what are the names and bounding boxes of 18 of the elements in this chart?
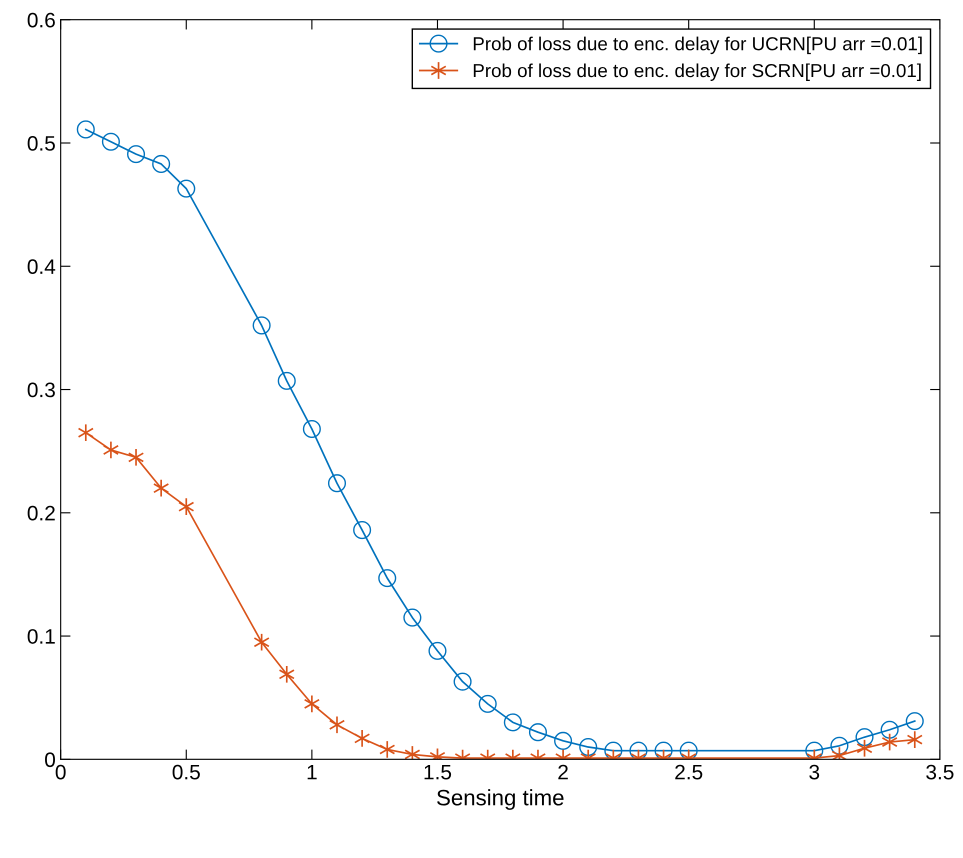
x-tick-label: 2.5 (675, 764, 702, 780)
x-tick-label: 2 (558, 764, 568, 780)
y-tick-label: 0.5 (28, 136, 55, 151)
x-axis-title: Sensing time (437, 789, 564, 810)
legend-label: Prob of loss due to enc. delay for SCRN[PU arr =0.01] (474, 63, 921, 81)
y-tick-label: 0 (45, 752, 55, 768)
x-tick-label: 1.5 (424, 764, 452, 780)
y-tick-label: 0.4 (28, 259, 56, 274)
x-tick-label: 0.5 (172, 764, 200, 780)
y-tick-label: 0.6 (28, 12, 55, 28)
y-tick-label: 0.1 (28, 629, 55, 644)
legend-label: Prob of loss due to enc. delay for UCRN[PU arr =0.01] (474, 36, 922, 54)
x-tick-label: 3.5 (926, 764, 954, 780)
x-tick-label: 0 (56, 764, 66, 780)
x-tick-label: 1 (308, 764, 317, 780)
y-tick-label: 0.2 (28, 506, 55, 521)
y-tick-label: 0.3 (28, 382, 55, 398)
x-tick-label: 3 (809, 764, 820, 780)
